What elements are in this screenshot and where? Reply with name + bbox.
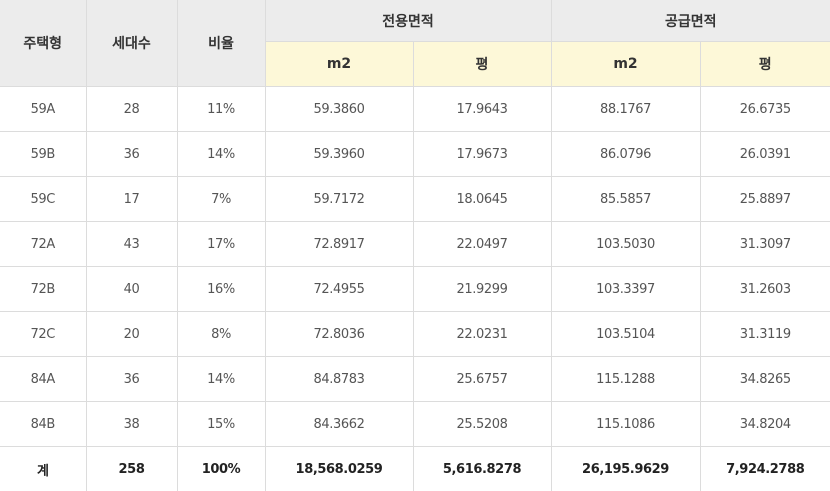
total-supply-pyeong: 7,924.2788: [700, 447, 830, 491]
cell-exclusive-pyeong: 17.9643: [413, 87, 551, 132]
cell-type: 84B: [0, 402, 86, 447]
table-row: 84B 38 15% 84.3662 25.5208 115.1086 34.8…: [0, 402, 830, 447]
cell-supply-pyeong: 25.8897: [700, 177, 830, 222]
cell-type: 59C: [0, 177, 86, 222]
cell-exclusive-m2: 59.7172: [265, 177, 413, 222]
total-households: 258: [86, 447, 177, 491]
cell-exclusive-pyeong: 22.0497: [413, 222, 551, 267]
cell-supply-m2: 115.1086: [551, 402, 700, 447]
table-row: 59B 36 14% 59.3960 17.9673 86.0796 26.03…: [0, 132, 830, 177]
cell-exclusive-m2: 72.8917: [265, 222, 413, 267]
subheader-exclusive-m2: m2: [265, 42, 413, 87]
cell-type: 59A: [0, 87, 86, 132]
table-row: 72B 40 16% 72.4955 21.9299 103.3397 31.2…: [0, 267, 830, 312]
cell-supply-m2: 115.1288: [551, 357, 700, 402]
cell-supply-m2: 103.3397: [551, 267, 700, 312]
table-row: 72A 43 17% 72.8917 22.0497 103.5030 31.3…: [0, 222, 830, 267]
cell-type: 59B: [0, 132, 86, 177]
total-exclusive-m2: 18,568.0259: [265, 447, 413, 491]
cell-households: 36: [86, 132, 177, 177]
header-households: 세대수: [86, 0, 177, 87]
cell-type: 72C: [0, 312, 86, 357]
cell-ratio: 7%: [177, 177, 265, 222]
cell-ratio: 16%: [177, 267, 265, 312]
cell-households: 43: [86, 222, 177, 267]
cell-exclusive-pyeong: 18.0645: [413, 177, 551, 222]
cell-households: 28: [86, 87, 177, 132]
cell-exclusive-m2: 72.4955: [265, 267, 413, 312]
cell-type: 84A: [0, 357, 86, 402]
total-label: 계: [0, 447, 86, 491]
cell-exclusive-m2: 84.3662: [265, 402, 413, 447]
cell-households: 36: [86, 357, 177, 402]
header-ratio: 비율: [177, 0, 265, 87]
table-row: 72C 20 8% 72.8036 22.0231 103.5104 31.31…: [0, 312, 830, 357]
cell-supply-m2: 88.1767: [551, 87, 700, 132]
header-exclusive-area: 전용면적: [265, 0, 551, 42]
total-exclusive-pyeong: 5,616.8278: [413, 447, 551, 491]
cell-households: 20: [86, 312, 177, 357]
cell-type: 72A: [0, 222, 86, 267]
total-supply-m2: 26,195.9629: [551, 447, 700, 491]
cell-supply-pyeong: 34.8265: [700, 357, 830, 402]
cell-ratio: 14%: [177, 357, 265, 402]
cell-exclusive-pyeong: 21.9299: [413, 267, 551, 312]
table-row: 59C 17 7% 59.7172 18.0645 85.5857 25.889…: [0, 177, 830, 222]
subheader-supply-m2: m2: [551, 42, 700, 87]
cell-households: 17: [86, 177, 177, 222]
cell-ratio: 8%: [177, 312, 265, 357]
total-row: 계 258 100% 18,568.0259 5,616.8278 26,195…: [0, 447, 830, 491]
cell-exclusive-pyeong: 25.5208: [413, 402, 551, 447]
cell-ratio: 15%: [177, 402, 265, 447]
total-ratio: 100%: [177, 447, 265, 491]
cell-exclusive-m2: 72.8036: [265, 312, 413, 357]
cell-exclusive-m2: 59.3860: [265, 87, 413, 132]
cell-supply-m2: 86.0796: [551, 132, 700, 177]
header-supply-area: 공급면적: [551, 0, 830, 42]
cell-type: 72B: [0, 267, 86, 312]
cell-exclusive-pyeong: 25.6757: [413, 357, 551, 402]
cell-households: 38: [86, 402, 177, 447]
subheader-supply-pyeong: 평: [700, 42, 830, 87]
cell-supply-pyeong: 31.3097: [700, 222, 830, 267]
subheader-exclusive-pyeong: 평: [413, 42, 551, 87]
cell-exclusive-m2: 84.8783: [265, 357, 413, 402]
header-type: 주택형: [0, 0, 86, 87]
cell-supply-pyeong: 26.6735: [700, 87, 830, 132]
cell-ratio: 17%: [177, 222, 265, 267]
cell-supply-m2: 103.5104: [551, 312, 700, 357]
cell-exclusive-m2: 59.3960: [265, 132, 413, 177]
cell-exclusive-pyeong: 22.0231: [413, 312, 551, 357]
cell-ratio: 14%: [177, 132, 265, 177]
table-row: 59A 28 11% 59.3860 17.9643 88.1767 26.67…: [0, 87, 830, 132]
cell-supply-pyeong: 26.0391: [700, 132, 830, 177]
cell-supply-m2: 103.5030: [551, 222, 700, 267]
cell-exclusive-pyeong: 17.9673: [413, 132, 551, 177]
cell-supply-m2: 85.5857: [551, 177, 700, 222]
cell-households: 40: [86, 267, 177, 312]
cell-supply-pyeong: 34.8204: [700, 402, 830, 447]
cell-supply-pyeong: 31.2603: [700, 267, 830, 312]
cell-ratio: 11%: [177, 87, 265, 132]
table-row: 84A 36 14% 84.8783 25.6757 115.1288 34.8…: [0, 357, 830, 402]
cell-supply-pyeong: 31.3119: [700, 312, 830, 357]
